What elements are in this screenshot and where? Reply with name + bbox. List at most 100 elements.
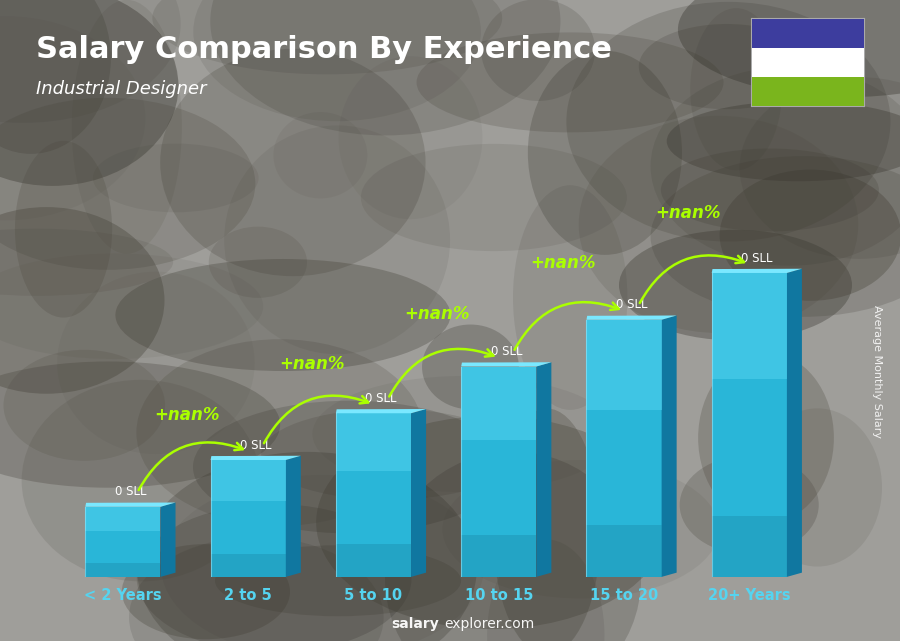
Polygon shape: [787, 269, 802, 577]
Bar: [712, 273, 787, 577]
Bar: [461, 535, 536, 577]
Ellipse shape: [15, 141, 112, 317]
Bar: [587, 526, 662, 577]
Ellipse shape: [639, 24, 814, 109]
Bar: [461, 367, 536, 577]
Bar: [712, 516, 787, 577]
Ellipse shape: [651, 67, 900, 266]
Text: Salary Comparison By Experience: Salary Comparison By Experience: [36, 35, 612, 64]
Ellipse shape: [4, 350, 165, 461]
Ellipse shape: [209, 227, 307, 298]
Text: 0 SLL: 0 SLL: [741, 251, 772, 265]
FancyArrowPatch shape: [264, 395, 368, 444]
Bar: [712, 273, 787, 379]
Text: +nan%: +nan%: [655, 204, 721, 222]
Ellipse shape: [579, 116, 859, 333]
Ellipse shape: [0, 0, 181, 123]
Polygon shape: [587, 315, 677, 320]
Ellipse shape: [338, 56, 482, 219]
Ellipse shape: [0, 253, 264, 359]
Ellipse shape: [361, 144, 627, 251]
Polygon shape: [411, 409, 426, 577]
Polygon shape: [286, 456, 301, 577]
Polygon shape: [336, 409, 426, 413]
Bar: [336, 544, 411, 577]
Ellipse shape: [482, 0, 595, 101]
Ellipse shape: [720, 170, 900, 301]
Ellipse shape: [566, 2, 890, 242]
Bar: [461, 367, 536, 440]
Ellipse shape: [316, 416, 668, 629]
Text: +nan%: +nan%: [405, 304, 470, 322]
Ellipse shape: [422, 324, 519, 410]
FancyArrowPatch shape: [389, 349, 493, 397]
Bar: [211, 460, 286, 577]
Ellipse shape: [417, 33, 724, 133]
Ellipse shape: [137, 452, 477, 641]
Bar: [86, 507, 160, 577]
Ellipse shape: [122, 544, 290, 639]
Bar: [752, 77, 864, 106]
Text: +nan%: +nan%: [530, 254, 596, 272]
Text: +nan%: +nan%: [279, 355, 345, 373]
Ellipse shape: [160, 49, 426, 276]
Ellipse shape: [0, 0, 178, 186]
Ellipse shape: [385, 451, 641, 641]
Ellipse shape: [443, 460, 719, 599]
Ellipse shape: [0, 229, 173, 296]
Ellipse shape: [619, 230, 852, 340]
Ellipse shape: [678, 0, 900, 97]
Text: 0 SLL: 0 SLL: [240, 438, 272, 452]
Ellipse shape: [0, 0, 111, 154]
Ellipse shape: [0, 16, 146, 221]
Bar: [86, 563, 160, 577]
Ellipse shape: [161, 475, 484, 641]
Ellipse shape: [57, 272, 255, 454]
Ellipse shape: [93, 144, 258, 212]
Ellipse shape: [493, 408, 600, 641]
Ellipse shape: [22, 380, 260, 581]
Ellipse shape: [194, 0, 481, 121]
Bar: [587, 320, 662, 410]
Ellipse shape: [680, 455, 819, 554]
Polygon shape: [536, 362, 552, 577]
Ellipse shape: [72, 0, 182, 254]
Polygon shape: [461, 362, 552, 367]
Ellipse shape: [690, 8, 782, 171]
Ellipse shape: [215, 545, 461, 616]
Ellipse shape: [224, 126, 450, 354]
Bar: [752, 19, 864, 48]
Ellipse shape: [193, 401, 507, 533]
Ellipse shape: [753, 408, 882, 567]
Ellipse shape: [274, 112, 367, 199]
Ellipse shape: [115, 259, 450, 371]
Text: 0 SLL: 0 SLL: [365, 392, 397, 405]
Polygon shape: [160, 503, 176, 577]
Polygon shape: [211, 456, 301, 460]
Bar: [86, 507, 160, 531]
Ellipse shape: [740, 77, 900, 259]
FancyArrowPatch shape: [515, 302, 619, 350]
Ellipse shape: [698, 353, 834, 524]
Ellipse shape: [261, 409, 517, 500]
Ellipse shape: [0, 362, 280, 488]
Ellipse shape: [137, 504, 411, 641]
Text: Industrial Designer: Industrial Designer: [36, 80, 206, 98]
Bar: [587, 320, 662, 577]
Bar: [336, 413, 411, 577]
Ellipse shape: [137, 339, 423, 526]
Bar: [336, 413, 411, 470]
Text: explorer.com: explorer.com: [445, 617, 535, 631]
Text: salary: salary: [392, 617, 439, 631]
Ellipse shape: [152, 0, 502, 74]
Ellipse shape: [487, 539, 605, 641]
Polygon shape: [662, 315, 677, 577]
Text: 0 SLL: 0 SLL: [114, 485, 146, 498]
FancyArrowPatch shape: [640, 255, 744, 303]
Ellipse shape: [667, 101, 900, 181]
Ellipse shape: [661, 149, 879, 231]
Ellipse shape: [0, 207, 165, 394]
Text: Average Monthly Salary: Average Monthly Salary: [872, 305, 883, 438]
Ellipse shape: [513, 185, 627, 410]
Ellipse shape: [129, 537, 383, 641]
